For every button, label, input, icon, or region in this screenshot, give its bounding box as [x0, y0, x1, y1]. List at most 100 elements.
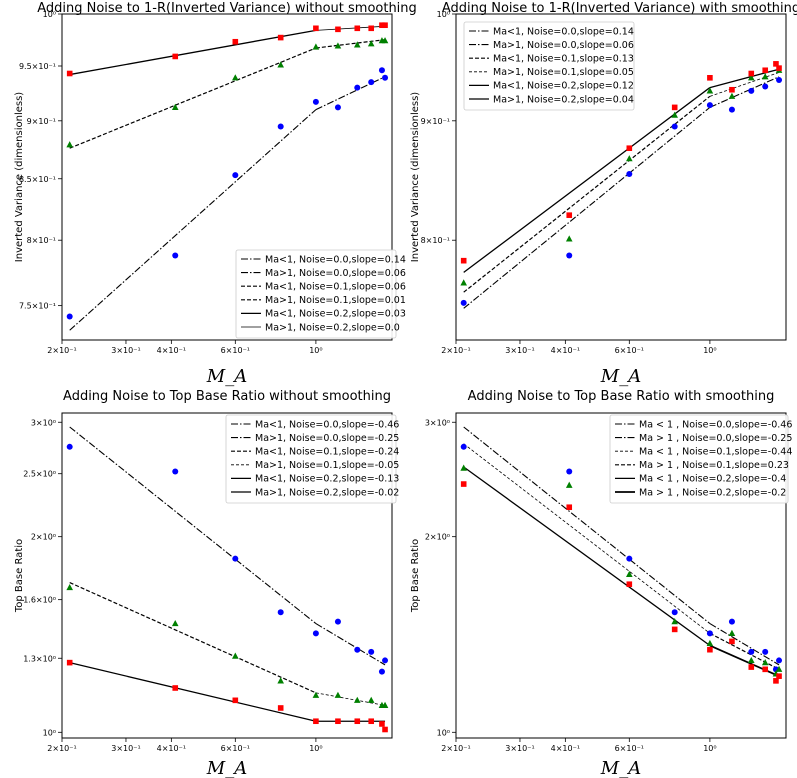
legend-entry: Ma<1, Noise=0.1,slope=-0.24	[255, 447, 399, 458]
data-point-circle	[312, 98, 319, 105]
data-point-square	[335, 26, 341, 33]
data-point-triangle	[367, 40, 375, 47]
y-tick-label: 2×10⁰	[31, 533, 56, 542]
data-point-circle	[566, 252, 573, 259]
data-point-triangle	[334, 691, 342, 698]
x-tick-label: 3×10⁻¹	[505, 744, 534, 753]
legend-entry: Ma<1, Noise=0.1,slope=0.06	[265, 282, 406, 293]
fit-line-2	[315, 76, 386, 111]
data-point-circle	[382, 74, 389, 81]
panel-4: Adding Noise to Top Base Ratio with smoo…	[410, 389, 792, 778]
data-point-triangle	[367, 696, 375, 703]
data-point-circle	[277, 123, 284, 130]
x-tick-label: 4×10⁻¹	[157, 744, 186, 753]
data-point-circle	[460, 299, 467, 306]
data-point-square	[368, 25, 375, 32]
fit-line-1	[69, 426, 317, 625]
data-point-circle	[706, 630, 713, 637]
fit-line-1	[69, 109, 317, 331]
data-point-square	[776, 65, 782, 71]
legend-entry: Ma > 1 , Noise=0.2,slope=-0.2	[639, 487, 786, 498]
chart-title: Adding Noise to 1-R(Inverted Variance) w…	[37, 1, 417, 16]
fit-line-5	[69, 29, 317, 76]
data-point-circle	[671, 123, 678, 130]
y-tick-label: 2×10⁰	[425, 533, 450, 542]
y-tick-label: 1.3×10⁰	[23, 654, 56, 663]
y-tick-label: 1.6×10⁰	[23, 596, 56, 605]
data-point-circle	[748, 648, 755, 655]
data-point-square	[354, 718, 361, 725]
data-point-triangle	[706, 87, 714, 94]
legend-entry: Ma < 1 , Noise=0.2,slope=-0.4	[639, 474, 786, 485]
data-point-circle	[728, 106, 735, 113]
data-point-triangle	[312, 43, 320, 50]
x-tick-label: 10⁰	[309, 744, 322, 753]
data-point-triangle	[171, 103, 179, 110]
data-point-triangle	[353, 696, 361, 703]
data-point-circle	[378, 67, 385, 74]
fit-line-5	[463, 87, 711, 273]
data-point-triangle	[671, 618, 678, 625]
data-point-square	[762, 666, 769, 673]
legend-entry: Ma>1, Noise=0.0,slope=0.06	[493, 40, 634, 51]
data-point-triangle	[565, 481, 573, 488]
legend-entry: Ma < 1 , Noise=0.1,slope=-0.44	[639, 447, 792, 458]
legend-entry: Ma<1, Noise=0.0,slope=0.14	[265, 254, 406, 265]
data-point-square	[66, 70, 73, 77]
fit-line-4	[709, 72, 780, 97]
data-point-square	[382, 22, 388, 29]
y-tick-label: 3×10⁰	[425, 418, 450, 427]
data-point-circle	[671, 609, 678, 616]
data-point-square	[379, 721, 385, 727]
x-tick-label: 6×10⁻¹	[615, 744, 644, 753]
data-point-square	[748, 664, 755, 670]
axes-frame	[455, 13, 787, 341]
data-point-triangle	[706, 639, 714, 647]
legend-entry: Ma>1, Noise=0.0,slope=-0.25	[255, 433, 399, 444]
x-tick-label: 10⁰	[703, 744, 716, 753]
fit-line-6	[709, 644, 780, 678]
axes-frame	[455, 412, 787, 739]
data-point-square	[66, 659, 73, 666]
x-tick-label: 6×10⁻¹	[221, 346, 250, 355]
legend-entry: Ma>1, Noise=0.2,slope=-0.02	[255, 487, 399, 498]
data-point-triangle	[775, 665, 783, 672]
y-axis-label: Top Base Ratio	[410, 539, 421, 613]
data-point-circle	[776, 76, 783, 83]
y-tick-label: 10⁰	[43, 728, 56, 737]
data-point-circle	[334, 104, 341, 111]
legend-entry: Ma < 1 , Noise=0.0,slope=-0.46	[639, 419, 792, 430]
y-tick-label: 7.5×10⁻¹	[19, 302, 56, 311]
data-point-triangle	[232, 74, 239, 81]
y-tick-label: 8×10⁻¹	[27, 236, 56, 245]
data-point-circle	[66, 443, 73, 450]
y-tick-label: 3×10⁰	[31, 418, 56, 427]
x-tick-label: 3×10⁻¹	[111, 346, 140, 355]
data-point-triangle	[728, 629, 736, 636]
fit-line-3	[463, 443, 711, 634]
x-tick-label: 4×10⁻¹	[551, 744, 580, 753]
data-point-square	[382, 726, 388, 733]
y-tick-label: 8×10⁻¹	[421, 236, 450, 245]
fit-line-2	[315, 623, 386, 666]
legend-entry: Ma>1, Noise=0.1,slope=0.05	[493, 67, 634, 78]
data-point-circle	[748, 87, 755, 94]
data-point-triangle	[381, 37, 389, 44]
data-point-triangle	[761, 73, 769, 80]
fit-line-4	[315, 692, 386, 706]
data-point-triangle	[334, 42, 342, 49]
fit-line-3	[69, 47, 317, 149]
data-point-square	[707, 646, 713, 653]
y-tick-label: 2.5×10⁰	[23, 470, 56, 479]
legend-entry: Ma > 1 , Noise=0.1,slope=0.23	[639, 460, 789, 471]
data-point-circle	[762, 83, 769, 90]
x-tick-label: 6×10⁻¹	[615, 346, 644, 355]
data-point-square	[172, 685, 179, 691]
x-tick-label: 2×10⁻¹	[441, 744, 470, 753]
legend-entry: Ma<1, Noise=0.0,slope=-0.46	[255, 419, 399, 430]
data-point-circle	[232, 172, 239, 179]
fit-line-4	[315, 39, 386, 49]
data-point-square	[626, 581, 633, 588]
data-point-triangle	[761, 659, 769, 666]
data-point-square	[671, 626, 678, 633]
